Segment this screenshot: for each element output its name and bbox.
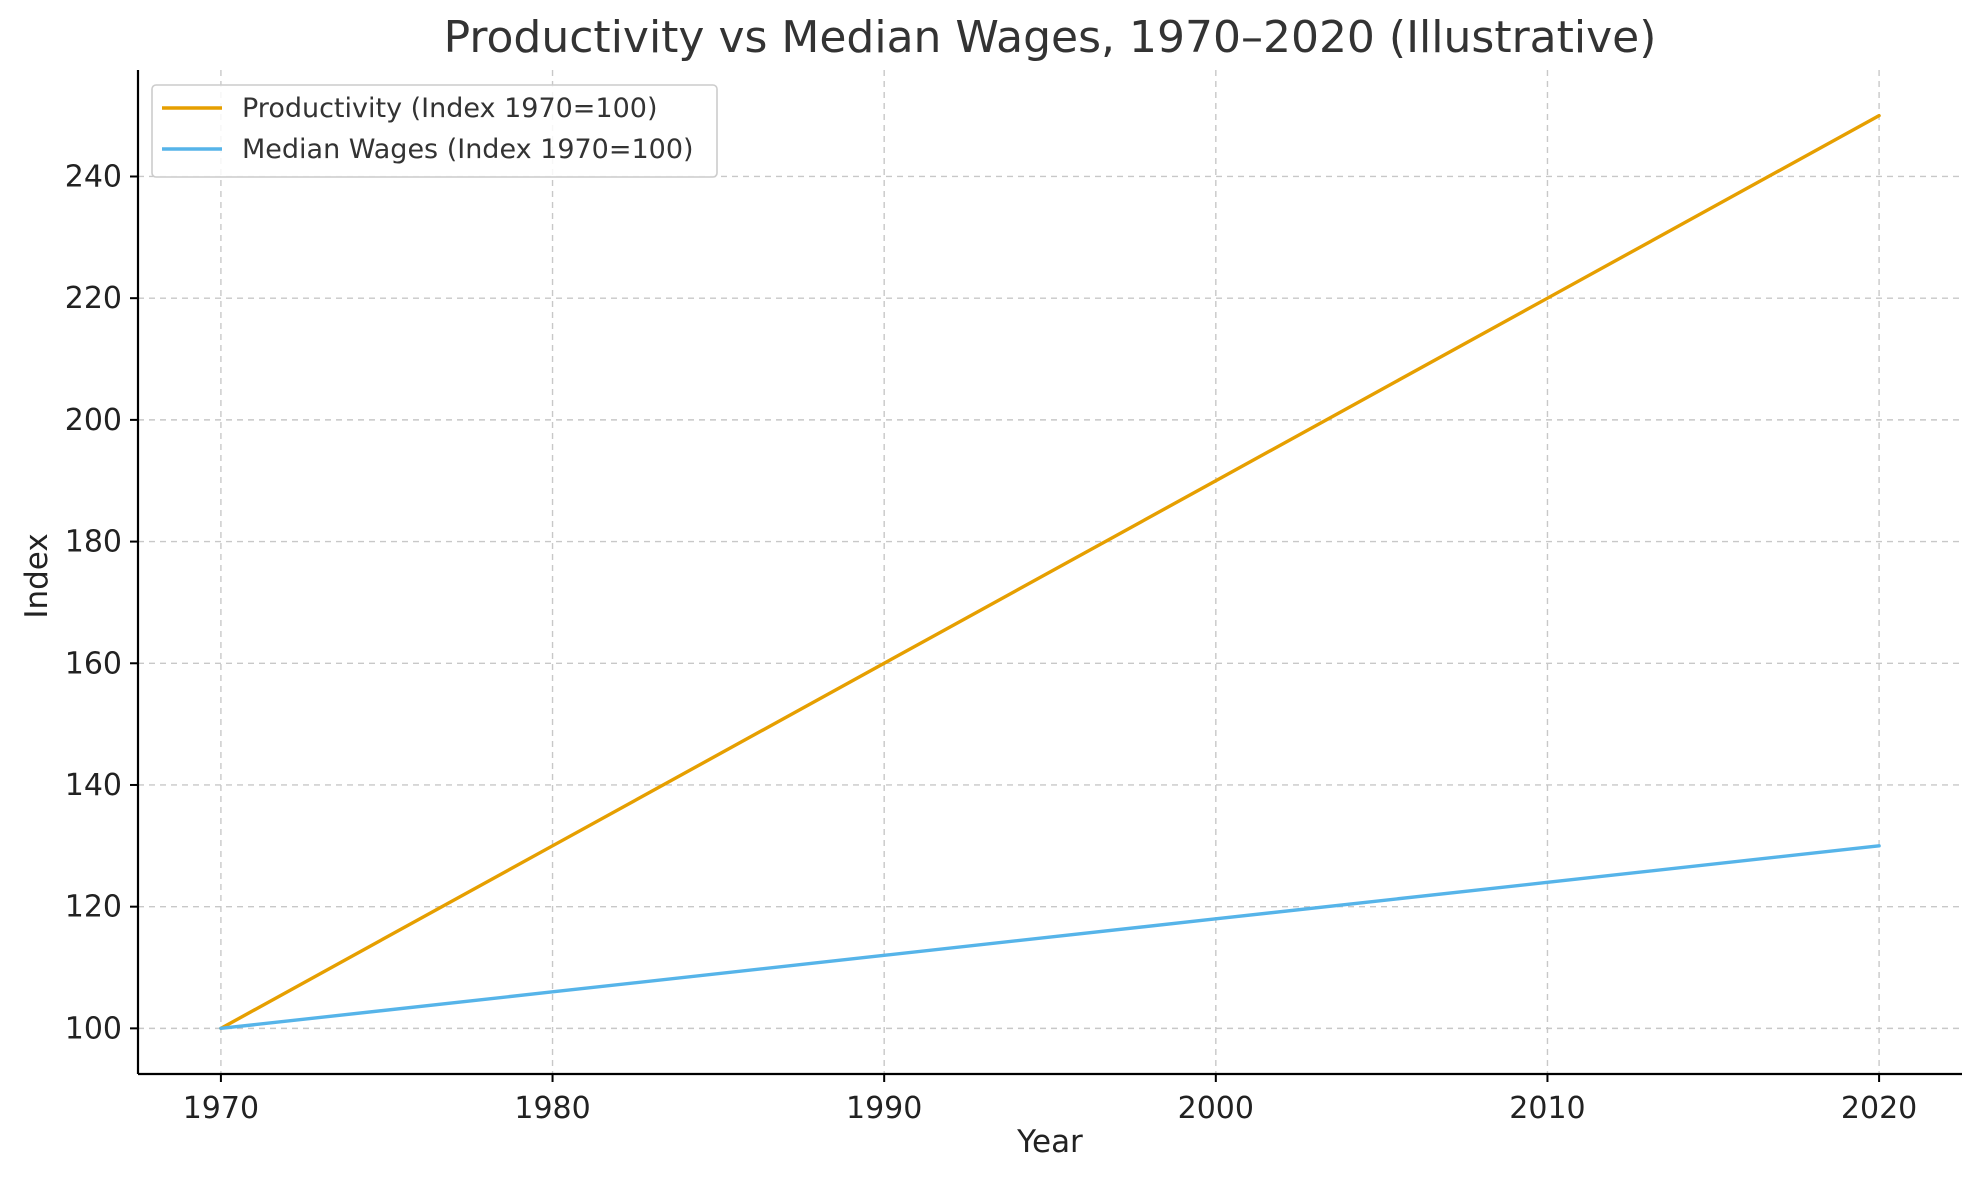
tick-labels: 1970 1980 1990 2000 2010 2020 100 120 140 160 180 2… (65, 159, 1918, 1126)
y-tick-label: 180 (65, 525, 122, 560)
series-line-1 (219, 844, 1881, 1031)
x-tick-label: 1970 (183, 1091, 259, 1126)
x-tick-label: 2010 (1509, 1091, 1585, 1126)
y-tick-label: 220 (65, 281, 122, 316)
grid-lines (138, 70, 1962, 1074)
x-tick-label: 1980 (514, 1091, 590, 1126)
y-tick-label: 100 (65, 1011, 122, 1046)
y-tick-label: 240 (65, 159, 122, 194)
y-tick-label: 140 (65, 768, 122, 803)
x-tick-label: 1990 (846, 1091, 922, 1126)
y-tick-label: 120 (65, 890, 122, 925)
y-tick-label: 200 (65, 403, 122, 438)
legend: Productivity (Index 1970=100) Median Wag… (151, 84, 718, 178)
axes (130, 70, 1962, 1082)
x-tick-label: 2000 (1178, 1091, 1254, 1126)
x-tick-label: 2020 (1841, 1091, 1917, 1126)
series-line-0 (219, 113, 1881, 1031)
chart-title: Productivity vs Median Wages, 1970–2020 … (444, 12, 1657, 63)
legend-box (151, 84, 718, 178)
series-lines (219, 113, 1881, 1031)
legend-label-median-wages: Median Wages (Index 1970=100) (242, 134, 694, 165)
legend-label-productivity: Productivity (Index 1970=100) (242, 93, 658, 124)
x-axis-label: Year (1016, 1124, 1083, 1160)
y-axis-label: Index (19, 533, 55, 618)
y-tick-label: 160 (65, 646, 122, 681)
